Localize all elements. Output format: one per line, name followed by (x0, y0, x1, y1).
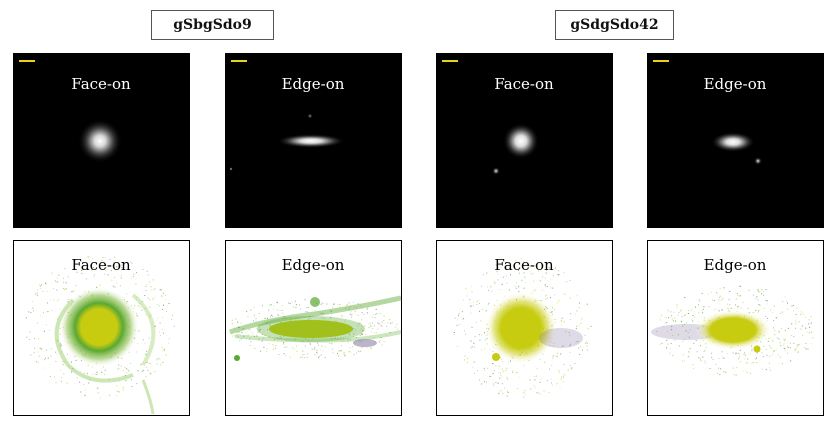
star-disk (269, 320, 353, 338)
panel-label: Face-on (494, 256, 554, 274)
galaxy-glow (78, 119, 122, 163)
optical-panel-gsdgsdo42-face-on: Face-on (436, 53, 613, 228)
stars-panel-gsdgsdo42-face-on: Face-on (436, 240, 613, 416)
companion-glow (754, 157, 762, 165)
star-disk (59, 287, 139, 367)
optical-panel-gsdgsdo42-edge-on: Edge-on (647, 53, 824, 228)
optical-panel-gsbgsdo9-face-on: Face-on (13, 53, 190, 228)
companion-glow (492, 167, 500, 175)
stars-panel-gsdgsdo42-edge-on: Edge-on (647, 240, 824, 416)
group-title-gsbgsdo9: gSbgSdo9 (151, 10, 274, 40)
optical-panel-gsbgsdo9-edge-on: Edge-on (225, 53, 402, 228)
panel-label: Face-on (494, 75, 554, 93)
panel-label: Edge-on (282, 75, 345, 93)
panel-label: Edge-on (704, 75, 767, 93)
stars-panel-gsbgsdo9-edge-on: Edge-on (225, 240, 402, 416)
galaxy-glow (277, 134, 345, 148)
panel-label: Edge-on (282, 256, 345, 274)
star-disk (695, 310, 771, 350)
panel-label: Face-on (71, 75, 131, 93)
galaxy-glow (503, 123, 539, 159)
stars-panel-gsbgsdo9-face-on: Face-on (13, 240, 190, 416)
galaxy-glow (711, 132, 755, 152)
panel-label: Edge-on (704, 256, 767, 274)
star-disk (485, 292, 557, 364)
panel-label: Face-on (71, 256, 131, 274)
group-title-gsdgsdo42: gSdgSdo42 (555, 10, 674, 40)
